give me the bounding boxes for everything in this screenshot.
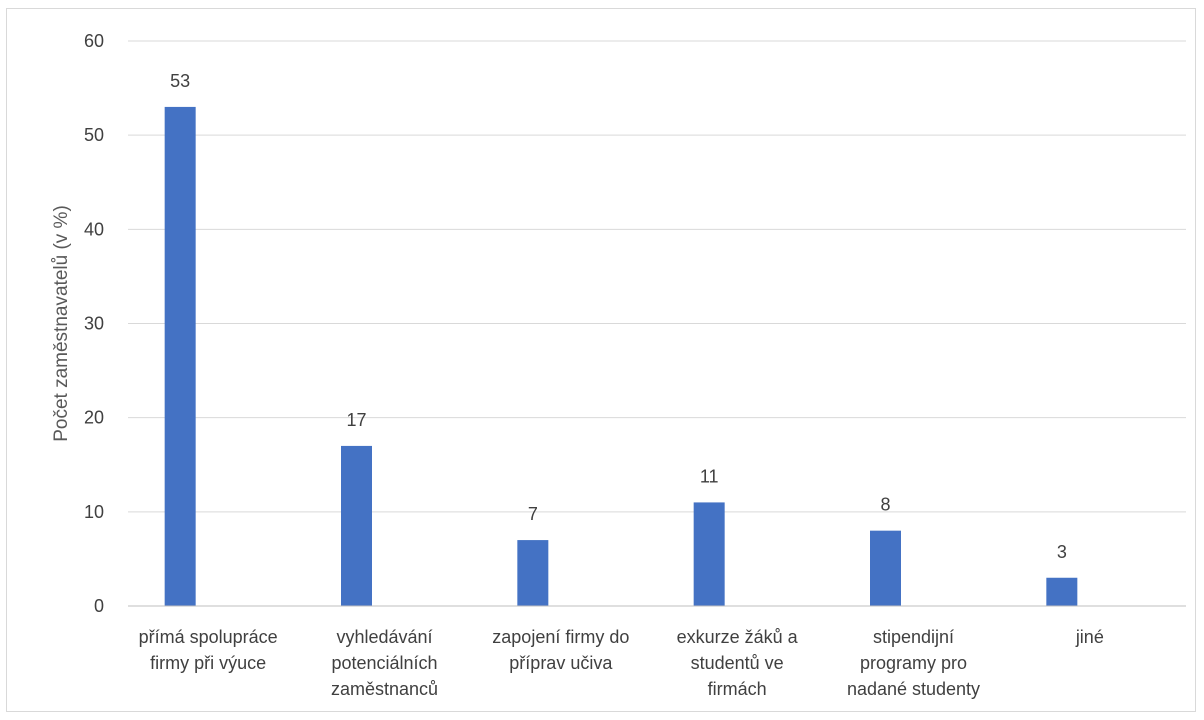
category-label-line: stipendijní bbox=[873, 627, 954, 647]
category-label-line: programy pro bbox=[860, 653, 967, 673]
y-tick-label: 40 bbox=[84, 219, 104, 239]
chart-frame bbox=[6, 8, 1196, 712]
data-label: 7 bbox=[528, 504, 538, 524]
y-tick-label: 60 bbox=[84, 31, 104, 51]
bar bbox=[870, 530, 901, 606]
category-label: jiné bbox=[1075, 627, 1104, 647]
y-axis-ticks: 0 10 20 30 40 50 60 bbox=[84, 31, 104, 616]
category-label: vyhledávání potenciálních zaměstnanců bbox=[331, 627, 438, 699]
bar bbox=[1046, 577, 1078, 606]
bar bbox=[517, 540, 549, 606]
data-labels: 53 17 7 11 8 3 bbox=[170, 71, 1067, 562]
y-axis-title: Počet zaměstnavatelů (v %) bbox=[51, 205, 72, 442]
category-label-line: zaměstnanců bbox=[331, 679, 438, 699]
category-label-line: potenciálních bbox=[331, 653, 437, 673]
gridlines bbox=[128, 40, 1186, 513]
y-tick-label: 30 bbox=[84, 314, 104, 334]
category-label-line: příprav učiva bbox=[509, 653, 613, 673]
data-label: 17 bbox=[346, 410, 366, 430]
data-label: 3 bbox=[1057, 542, 1067, 562]
category-label: exkurze žáků a studentů ve firmách bbox=[677, 627, 799, 699]
category-label-line: studentů ve bbox=[691, 653, 784, 673]
category-label-line: firmách bbox=[708, 679, 767, 699]
category-label-line: firmy při výuce bbox=[150, 653, 266, 673]
category-label: zapojení firmy do příprav učiva bbox=[492, 627, 629, 673]
y-tick-label: 20 bbox=[84, 408, 104, 428]
category-labels: přímá spolupráce firmy při výuce vyhledává… bbox=[139, 627, 1104, 699]
category-label-line: vyhledávání bbox=[336, 627, 432, 647]
category-label-line: nadané studenty bbox=[847, 679, 980, 699]
category-label-line: exkurze žáků a bbox=[677, 627, 799, 647]
y-tick-label: 50 bbox=[84, 125, 104, 145]
bars bbox=[164, 106, 1078, 607]
category-label-line: přímá spolupráce bbox=[139, 627, 278, 647]
bar bbox=[693, 502, 725, 606]
category-label: stipendijní programy pro nadané studenty bbox=[847, 627, 980, 699]
bar bbox=[164, 106, 196, 607]
data-label: 11 bbox=[700, 466, 719, 486]
y-tick-label: 0 bbox=[94, 596, 104, 616]
data-label: 8 bbox=[880, 495, 890, 515]
category-label-line: jiné bbox=[1075, 627, 1104, 647]
category-label: přímá spolupráce firmy při výuce bbox=[139, 627, 278, 673]
bar bbox=[341, 445, 372, 606]
category-label-line: zapojení firmy do bbox=[492, 627, 629, 647]
data-label: 53 bbox=[170, 71, 190, 91]
y-tick-label: 10 bbox=[84, 502, 104, 522]
